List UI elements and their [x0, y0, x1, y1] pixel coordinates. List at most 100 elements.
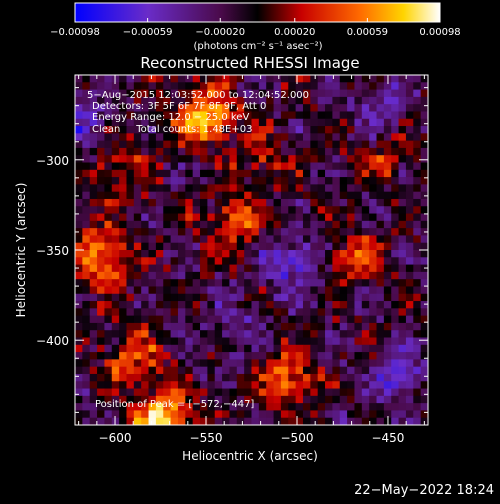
heatmap-cell — [207, 366, 216, 375]
heatmap-cell — [266, 177, 274, 185]
heatmap-cell — [244, 322, 252, 331]
heatmap-cell — [325, 410, 333, 419]
heatmap-cell — [133, 293, 142, 302]
heatmap-cell — [288, 242, 297, 251]
heatmap-cell — [222, 417, 230, 426]
heatmap-cell — [170, 388, 179, 397]
heatmap-cell — [280, 337, 289, 346]
heatmap-cell — [398, 111, 407, 120]
heatmap-cell — [141, 104, 149, 112]
heatmap-cell — [214, 337, 223, 346]
heatmap-cell — [214, 271, 223, 280]
heatmap-cell — [398, 82, 407, 90]
heatmap-cell — [398, 352, 407, 360]
heatmap-cell — [325, 417, 333, 426]
heatmap-cell — [141, 169, 149, 178]
heatmap-cell — [119, 75, 127, 83]
heatmap-cell — [192, 395, 201, 404]
heatmap-cell — [104, 264, 113, 273]
heatmap-cell — [177, 308, 186, 317]
heatmap-cell — [207, 381, 216, 389]
heatmap-cell — [170, 242, 179, 251]
heatmap-cell — [126, 250, 135, 258]
heatmap-cell — [413, 279, 422, 287]
heatmap-cell — [75, 410, 83, 419]
heatmap-cell — [214, 96, 223, 105]
heatmap-cell — [133, 242, 142, 251]
heatmap-cell — [383, 242, 392, 251]
heatmap-cell — [155, 322, 164, 331]
heatmap-cell — [413, 410, 422, 419]
heatmap-cell — [244, 315, 252, 324]
heatmap-cell — [119, 381, 127, 389]
heatmap-cell — [376, 75, 385, 83]
heatmap-cell — [163, 410, 171, 419]
heatmap-cell — [177, 184, 186, 193]
heatmap-cell — [325, 286, 333, 295]
heatmap-cell — [280, 169, 289, 178]
heatmap-cell — [214, 308, 223, 317]
heatmap-cell — [383, 228, 392, 236]
heatmap-cell — [405, 359, 414, 368]
heatmap-cell — [244, 177, 252, 185]
heatmap-cell — [207, 213, 216, 222]
heatmap-cell — [317, 352, 326, 360]
heatmap-cell — [310, 293, 319, 302]
heatmap-cell — [185, 111, 194, 120]
heatmap-cell — [354, 82, 363, 90]
heatmap-cell — [258, 388, 267, 397]
heatmap-cell — [339, 352, 348, 360]
heatmap-cell — [376, 133, 385, 142]
heatmap-cell — [354, 286, 363, 295]
heatmap-cell — [391, 410, 399, 419]
heatmap-cell — [229, 395, 238, 404]
heatmap-cell — [126, 111, 135, 120]
heatmap-cell — [89, 330, 98, 338]
heatmap-cell — [420, 381, 429, 389]
heatmap-cell — [177, 337, 186, 346]
heatmap-cell — [325, 330, 333, 338]
heatmap-cell — [148, 213, 157, 222]
heatmap-cell — [398, 395, 407, 404]
heatmap-cell — [310, 388, 319, 397]
heatmap-cell — [104, 96, 113, 105]
heatmap-cell — [354, 279, 363, 287]
heatmap-cell — [317, 410, 326, 419]
heatmap-cell — [325, 75, 333, 83]
heatmap-cell — [222, 155, 230, 163]
heatmap-cell — [251, 162, 260, 171]
heatmap-cell — [413, 308, 422, 317]
heatmap-cell — [273, 301, 282, 309]
heatmap-cell — [413, 147, 422, 156]
heatmap-cell — [148, 352, 157, 360]
heatmap-cell — [163, 242, 171, 251]
heatmap-cell — [200, 228, 208, 236]
heatmap-cell — [97, 89, 105, 98]
heatmap-cell — [104, 198, 113, 207]
heatmap-cell — [302, 330, 311, 338]
heatmap-cell — [177, 366, 186, 375]
heatmap-cell — [398, 250, 407, 258]
heatmap-cell — [111, 162, 120, 171]
heatmap-cell — [361, 403, 370, 411]
heatmap-cell — [258, 191, 267, 200]
heatmap-cell — [413, 264, 422, 273]
heatmap-cell — [332, 279, 341, 287]
heatmap-cell — [420, 206, 429, 214]
heatmap-cell — [295, 410, 304, 419]
heatmap-cell — [332, 147, 341, 156]
heatmap-cell — [170, 111, 179, 120]
heatmap-cell — [376, 242, 385, 251]
heatmap-cell — [251, 388, 260, 397]
heatmap-cell — [413, 250, 422, 258]
heatmap-cell — [222, 133, 230, 142]
heatmap-cell — [207, 315, 216, 324]
heatmap-cell — [325, 177, 333, 185]
heatmap-cell — [97, 133, 105, 142]
heatmap-cell — [413, 286, 422, 295]
heatmap-cell — [273, 293, 282, 302]
heatmap-cell — [339, 271, 348, 280]
heatmap-cell — [376, 366, 385, 375]
heatmap-cell — [420, 344, 429, 353]
heatmap-cell — [354, 235, 363, 244]
